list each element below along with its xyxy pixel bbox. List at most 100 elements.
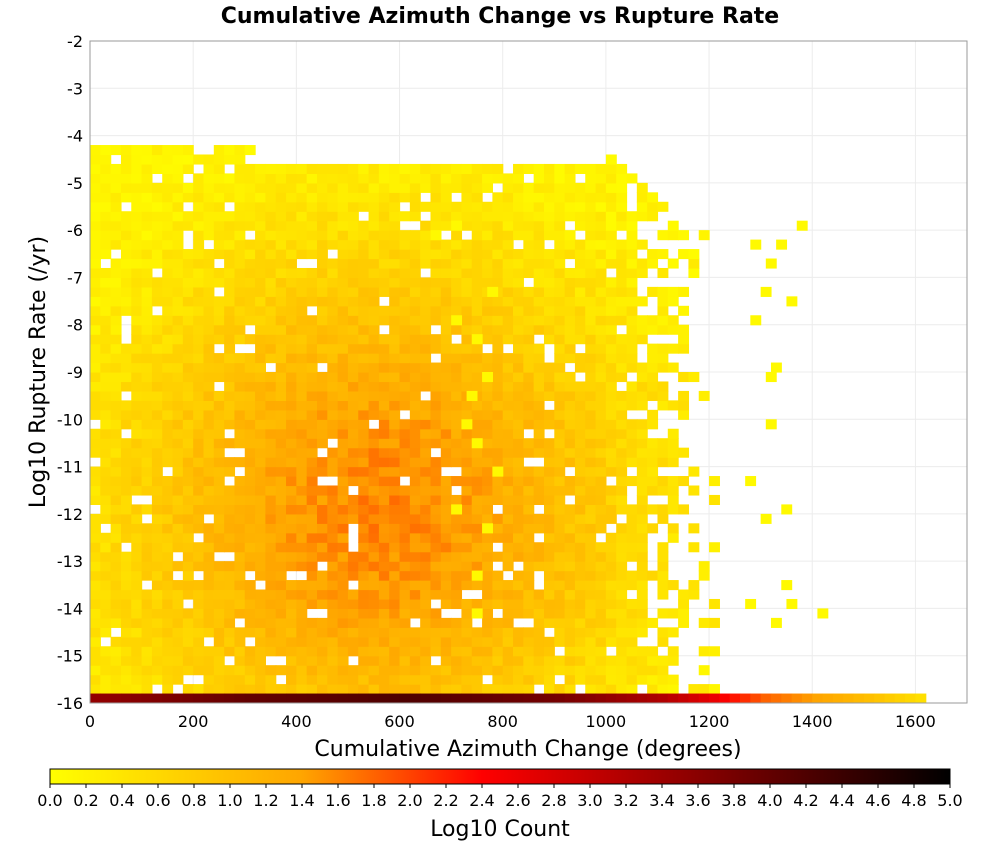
heatmap-cell: [492, 192, 504, 203]
heatmap-cell: [595, 334, 607, 345]
heatmap-cell: [172, 665, 184, 676]
heatmap-cell: [616, 400, 628, 411]
heatmap-cell: [420, 523, 432, 534]
heatmap-cell: [378, 343, 390, 354]
heatmap-cell: [347, 438, 359, 449]
heatmap-cell: [482, 390, 493, 401]
heatmap-cell: [327, 580, 339, 591]
heatmap-cell: [244, 655, 256, 666]
heatmap-cell: [451, 230, 463, 241]
heatmap-cell: [440, 589, 452, 600]
heatmap-cell: [182, 372, 194, 383]
heatmap-cell: [368, 551, 380, 562]
heatmap-cell: [316, 381, 328, 392]
heatmap-cell: [533, 551, 545, 562]
heatmap-cell: [316, 428, 328, 439]
heatmap-cell: [564, 334, 576, 345]
heatmap-cell: [244, 277, 256, 288]
heatmap-cell: [533, 476, 545, 487]
heatmap-cell: [451, 438, 463, 449]
heatmap-cell: [327, 684, 339, 695]
heatmap-cell: [513, 277, 524, 288]
heatmap-cell: [605, 400, 617, 411]
heatmap-cell: [502, 617, 514, 628]
heatmap-cell: [389, 570, 401, 581]
heatmap-cell: [482, 372, 493, 383]
heatmap-cell: [141, 230, 153, 241]
heatmap-cell: [193, 239, 205, 250]
heatmap-cell: [564, 485, 576, 496]
heatmap-cell: [203, 334, 215, 345]
heatmap-cell: [482, 438, 493, 449]
heatmap-cell: [378, 561, 390, 572]
heatmap-cell: [275, 570, 287, 581]
heatmap-cell: [657, 551, 669, 562]
heatmap-cell: [378, 646, 390, 657]
heatmap-cell: [399, 598, 411, 610]
heatmap-cell: [316, 173, 328, 184]
heatmap-cell: [461, 523, 473, 534]
heatmap-cell: [347, 343, 359, 354]
heatmap-cell: [605, 173, 617, 184]
heatmap-cell: [131, 447, 143, 458]
heatmap-cell: [595, 457, 607, 468]
heatmap-cell: [213, 173, 225, 184]
heatmap-cell: [337, 438, 349, 449]
heatmap-cell: [368, 542, 380, 553]
heatmap-cell: [585, 561, 597, 572]
heatmap-cell: [461, 617, 473, 628]
y-tick-label: -2: [67, 32, 83, 51]
heatmap-cell: [193, 466, 205, 477]
heatmap-cell: [358, 513, 370, 524]
heatmap-cell: [616, 315, 628, 326]
heatmap-cell: [533, 608, 545, 619]
heatmap-cell: [399, 277, 411, 288]
heatmap-cell: [636, 485, 648, 496]
heatmap-cell: [100, 305, 112, 316]
heatmap-cell: [162, 617, 174, 628]
heatmap-cell: [399, 608, 411, 619]
heatmap-cell: [224, 589, 236, 600]
heatmap-cell: [688, 485, 700, 496]
heatmap-cell: [616, 192, 628, 203]
heatmap-cell: [585, 315, 597, 326]
heatmap-cell: [296, 353, 308, 364]
heatmap-cell: [203, 154, 215, 165]
heatmap-cell: [224, 636, 236, 647]
heatmap-cell: [327, 286, 339, 297]
heatmap-cell: [120, 476, 132, 487]
heatmap-cell: [616, 636, 628, 647]
heatmap-cell: [162, 665, 174, 676]
heatmap-cell: [389, 324, 401, 335]
heatmap-cell: [347, 466, 359, 477]
heatmap-cell: [492, 249, 504, 260]
heatmap-cell: [224, 220, 236, 231]
heatmap-cell: [203, 457, 215, 468]
heatmap-cell: [172, 608, 184, 619]
heatmap-cell: [636, 419, 648, 430]
heatmap-cell: [193, 608, 205, 619]
heatmap-cell: [616, 608, 628, 619]
heatmap-cell: [409, 419, 421, 430]
heatmap-cell: [482, 211, 493, 222]
heatmap-cell: [213, 589, 225, 600]
heatmap-cell: [151, 390, 163, 401]
heatmap-cell: [605, 438, 617, 449]
heatmap-cell: [90, 145, 101, 156]
heatmap-cell: [172, 476, 184, 487]
heatmap-cell: [605, 570, 617, 581]
heatmap-cell: [368, 655, 380, 666]
heatmap-cell: [296, 267, 308, 279]
heatmap-cell: [688, 372, 700, 383]
heatmap-cell: [265, 589, 277, 600]
heatmap-cell: [151, 438, 163, 449]
heatmap-cell: [224, 286, 236, 297]
heatmap-cell: [255, 230, 266, 241]
heatmap-cell: [120, 532, 132, 543]
heatmap-cell: [265, 239, 277, 250]
heatmap-cell: [657, 570, 669, 581]
heatmap-cell: [275, 163, 287, 174]
heatmap-cell: [482, 485, 493, 496]
heatmap-cell: [90, 334, 101, 345]
heatmap-cell: [482, 655, 493, 666]
